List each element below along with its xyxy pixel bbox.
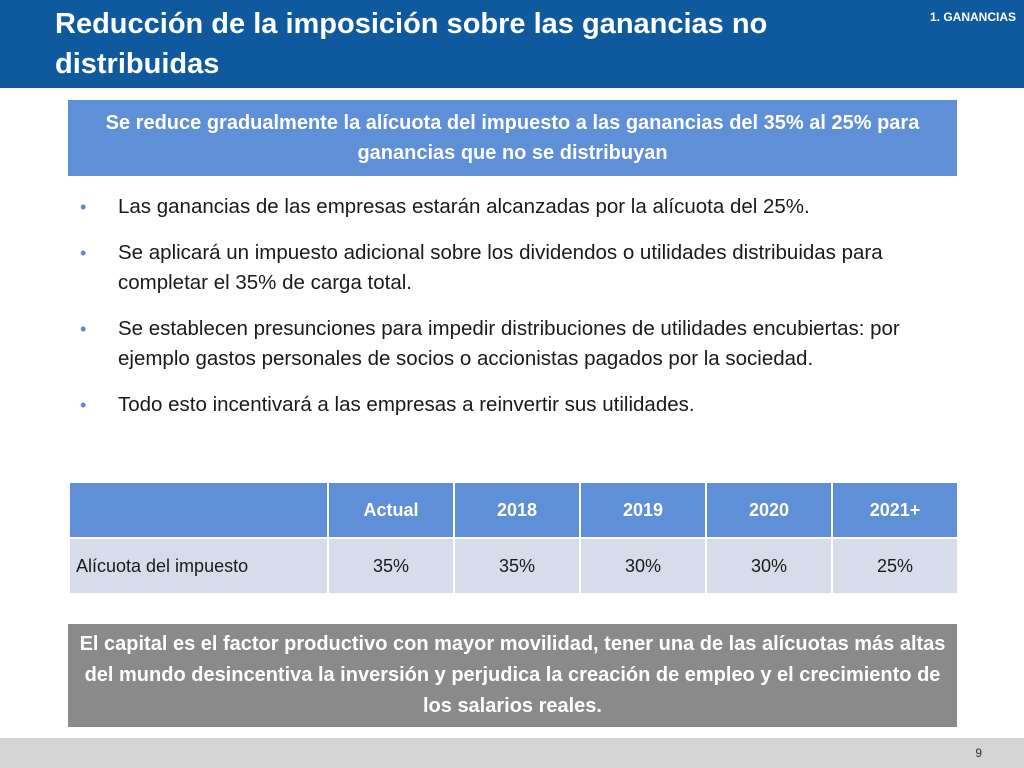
- bullet-item: • Se aplicará un impuesto adicional sobr…: [80, 238, 960, 298]
- bullet-text: Las ganancias de las empresas estarán al…: [118, 195, 810, 218]
- slide-header: Reducción de la imposición sobre las gan…: [0, 0, 1024, 88]
- table-header-cell: 2021+: [831, 481, 959, 539]
- bullet-text: Todo esto incentivará a las empresas a r…: [118, 393, 695, 416]
- table-cell: 35%: [453, 537, 581, 595]
- tax-rate-table: Actual 2018 2019 2020 2021+ Alícuota del…: [68, 481, 959, 595]
- table-header-row: Actual 2018 2019 2020 2021+: [68, 481, 959, 539]
- conclusion-text: El capital es el factor productivo con m…: [79, 633, 946, 717]
- section-tag: 1. GANANCIAS: [929, 10, 1016, 24]
- page-number: 9: [975, 746, 982, 760]
- bullet-list: • Las ganancias de las empresas estarán …: [80, 192, 960, 436]
- slide-footer: 9: [0, 738, 1024, 768]
- table-cell: 35%: [327, 537, 455, 595]
- table-row-label: Alícuota del impuesto: [68, 537, 329, 595]
- bullet-icon: •: [80, 319, 87, 339]
- bullet-icon: •: [80, 197, 87, 217]
- table-header-cell: Actual: [327, 481, 455, 539]
- bullet-icon: •: [80, 243, 87, 263]
- table-cell: 30%: [579, 537, 707, 595]
- summary-banner: Se reduce gradualmente la alícuota del i…: [68, 100, 957, 176]
- bullet-item: • Las ganancias de las empresas estarán …: [80, 192, 960, 222]
- table-cell: 30%: [705, 537, 833, 595]
- table-header-cell: 2018: [453, 481, 581, 539]
- table-header-cell: [68, 481, 329, 539]
- conclusion-box: El capital es el factor productivo con m…: [68, 624, 957, 727]
- bullet-icon: •: [80, 395, 87, 415]
- table-cell: 25%: [831, 537, 959, 595]
- table-row: Alícuota del impuesto 35% 35% 30% 30% 25…: [68, 537, 959, 595]
- bullet-text: Se establecen presunciones para impedir …: [118, 317, 900, 370]
- bullet-item: • Todo esto incentivará a las empresas a…: [80, 390, 960, 420]
- table-header-cell: 2020: [705, 481, 833, 539]
- table-header-cell: 2019: [579, 481, 707, 539]
- bullet-item: • Se establecen presunciones para impedi…: [80, 314, 960, 374]
- bullet-text: Se aplicará un impuesto adicional sobre …: [118, 241, 883, 294]
- slide-title: Reducción de la imposición sobre las gan…: [55, 8, 768, 80]
- summary-banner-text: Se reduce gradualmente la alícuota del i…: [105, 112, 920, 164]
